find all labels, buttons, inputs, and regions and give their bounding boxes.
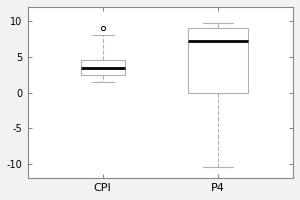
PathPatch shape (188, 28, 248, 93)
PathPatch shape (81, 60, 124, 75)
